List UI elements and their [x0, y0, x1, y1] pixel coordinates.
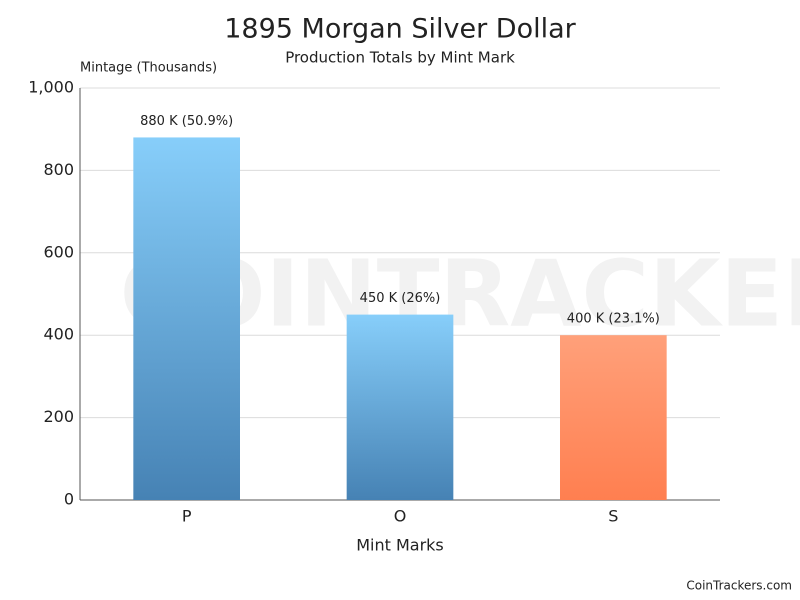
chart-subtitle: Production Totals by Mint Mark [285, 49, 515, 67]
value-label: 400 K (23.1%) [567, 312, 660, 327]
y-axis-label: Mintage (Thousands) [80, 61, 217, 76]
value-label: 880 K (50.9%) [140, 114, 233, 129]
footer: CoinTrackers.com [686, 579, 792, 593]
bar [133, 137, 240, 500]
bar [347, 315, 454, 500]
x-tick-label: O [394, 507, 407, 526]
y-tick-label: 400 [43, 325, 74, 344]
bar [560, 335, 667, 500]
y-tick-label: 800 [43, 160, 74, 179]
y-tick-label: 200 [43, 407, 74, 426]
y-tick-label: 0 [64, 490, 74, 509]
y-tick-label: 600 [43, 242, 74, 261]
x-axis-label: Mint Marks [356, 536, 444, 555]
x-tick-label: P [182, 507, 192, 526]
x-tick-label: S [608, 507, 618, 526]
value-label: 450 K (26%) [360, 291, 441, 306]
y-tick-label: 1,000 [28, 78, 74, 97]
chart-title: 1895 Morgan Silver Dollar [224, 14, 576, 45]
